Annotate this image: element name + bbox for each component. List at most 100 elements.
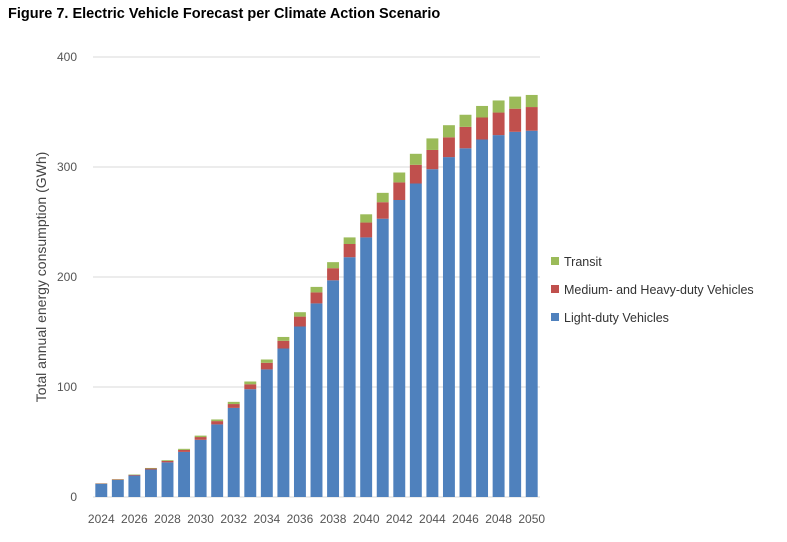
bar-segment [194, 439, 207, 497]
bar-segment [277, 348, 290, 497]
bar-segment [227, 407, 240, 497]
x-tick-label: 2026 [121, 512, 148, 526]
x-tick-label: 2036 [287, 512, 314, 526]
x-tick-label: 2040 [353, 512, 380, 526]
y-tick-label: 100 [57, 380, 77, 394]
x-tick-label: 2048 [485, 512, 512, 526]
bars [95, 94, 538, 498]
bar-segment [260, 362, 273, 370]
bar-segment [509, 131, 522, 498]
bar-segment [343, 237, 356, 244]
bar-segment [525, 94, 538, 108]
bar-segment [442, 157, 455, 497]
bar-segment [161, 462, 174, 497]
bar-segment [426, 149, 439, 170]
y-tick-label: 400 [57, 50, 77, 64]
bar-segment [343, 244, 356, 258]
legend-swatch [551, 257, 559, 265]
bar-segment [459, 126, 472, 149]
bar-segment [310, 286, 323, 293]
x-tick-label: 2024 [88, 512, 115, 526]
bar-segment [227, 404, 240, 408]
x-tick-label: 2044 [419, 512, 446, 526]
legend-label: Medium- and Heavy-duty Vehicles [564, 283, 754, 297]
bar-segment [426, 138, 439, 150]
bar-segment [459, 114, 472, 127]
bar-segment [525, 107, 538, 131]
bar-segment [260, 359, 273, 363]
bar-segment [376, 192, 389, 203]
y-tick-label: 0 [70, 490, 77, 504]
bar-segment [244, 381, 257, 385]
bar-segment [360, 237, 373, 497]
bar-segment [144, 468, 157, 470]
y-tick-label: 200 [57, 270, 77, 284]
legend-label: Light-duty Vehicles [564, 311, 669, 325]
bar-segment [376, 202, 389, 219]
x-axis-ticks: 2024 2026 2028 2030 2032 2034 2036 2038 2040 2042… [88, 512, 545, 526]
bar-segment [442, 125, 455, 138]
bar-segment [260, 369, 273, 497]
bar-segment [310, 303, 323, 497]
bar-segment [393, 182, 406, 200]
bar-segment [277, 340, 290, 349]
bar-segment [194, 435, 207, 438]
legend-swatch [551, 313, 559, 321]
x-tick-label: 2042 [386, 512, 413, 526]
bar-segment [178, 451, 191, 497]
bar-segment [509, 108, 522, 132]
bar-segment [409, 164, 422, 184]
bar-segment [525, 130, 538, 497]
bar-segment [409, 153, 422, 165]
bar-segment [293, 316, 306, 327]
x-tick-label: 2030 [187, 512, 214, 526]
y-tick-label: 300 [57, 160, 77, 174]
bar-segment [476, 117, 489, 140]
bar-segment [161, 460, 174, 463]
legend-swatch [551, 285, 559, 293]
bar-segment [144, 469, 157, 497]
bar-segment [211, 421, 224, 425]
bar-segment [227, 401, 240, 405]
bar-segment [293, 312, 306, 317]
bar-segment [310, 292, 323, 304]
bar-segment [327, 268, 340, 281]
bar-segment [360, 214, 373, 223]
bar-segment [111, 479, 124, 497]
bar-segment [492, 135, 505, 497]
bar-segment [393, 200, 406, 497]
bar-segment [492, 100, 505, 113]
bar-segment [128, 474, 141, 476]
legend-label: Transit [564, 255, 602, 269]
bar-segment [409, 183, 422, 497]
x-tick-label: 2050 [518, 512, 545, 526]
bar-segment [442, 137, 455, 158]
bar-segment [476, 139, 489, 497]
bar-segment [327, 280, 340, 497]
x-tick-label: 2032 [220, 512, 247, 526]
x-tick-label: 2046 [452, 512, 479, 526]
bar-segment [277, 336, 290, 341]
bar-segment [211, 419, 224, 422]
bar-segment [293, 326, 306, 497]
x-tick-label: 2034 [253, 512, 280, 526]
bar-segment [178, 448, 191, 450]
chart-title: Figure 7. Electric Vehicle Forecast per … [8, 6, 441, 22]
bar-segment [244, 389, 257, 497]
bar-segment [244, 384, 257, 390]
bar-segment [509, 96, 522, 109]
x-tick-label: 2038 [320, 512, 347, 526]
y-axis-ticks: 0 100 200 300 400 [57, 50, 77, 504]
bar-segment [492, 112, 505, 136]
bar-segment [327, 262, 340, 269]
legend: Transit Medium- and Heavy-duty Vehicles Li… [551, 255, 754, 325]
bar-segment [95, 483, 108, 497]
bar-segment [476, 105, 489, 118]
bar-segment [161, 460, 174, 461]
bar-segment [343, 257, 356, 497]
bar-segment [128, 475, 141, 497]
bar-segment [211, 424, 224, 497]
bar-segment [360, 222, 373, 238]
y-axis-title: Total annual energy consumption (GWh) [33, 152, 49, 403]
